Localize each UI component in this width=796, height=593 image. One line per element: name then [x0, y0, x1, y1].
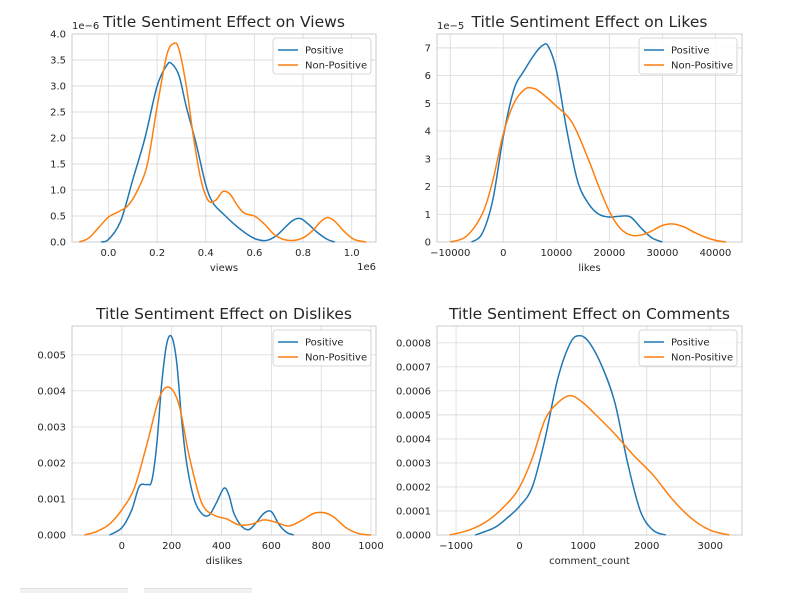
- plot-3-xtick-label: 600: [262, 541, 281, 552]
- plot-3-ytick-label: 0.004: [37, 386, 66, 397]
- plot-1-legend-label-non-positive: Non-Positive: [305, 61, 367, 72]
- plot-1-xtick-label: 0.0: [101, 248, 117, 259]
- plot-3-frame: [71, 325, 377, 536]
- plot-4-xlabel: comment_count: [549, 556, 630, 567]
- plot-2-ytick-label: 3: [425, 154, 431, 165]
- plot-1-xtick-label: 0.8: [295, 248, 311, 259]
- plot-2-ytick-label: 5: [425, 99, 431, 110]
- plot-2-xtick-label: 20000: [593, 248, 625, 259]
- plot-1-series-non-positive-line: [79, 42, 367, 243]
- plot-3-ytick-label: 0.003: [37, 422, 66, 433]
- plot-2-xtick-label: 40000: [700, 248, 732, 259]
- plot-1-frame: [71, 33, 377, 243]
- plot-2-xtick-label: 0: [500, 248, 506, 259]
- plot-2-ytick-label: 1: [425, 210, 431, 221]
- plot-3-ytick-label: 0.000: [37, 531, 66, 542]
- plot-4-legend-label-non-positive: Non-Positive: [671, 353, 733, 364]
- plot-2-frame: [436, 33, 743, 243]
- plot-2-ytick-label: 0: [425, 238, 431, 249]
- plot-4-xtick-label: 1000: [570, 541, 595, 552]
- plot-2-ytick-label: 2: [425, 182, 431, 193]
- plot-2-ytick-label: 6: [425, 71, 431, 82]
- plot-4-xtick-label: −1000: [439, 541, 473, 552]
- plot-3-series-non-positive-line: [84, 386, 372, 536]
- plot-1-x-multiplier: 1e6: [357, 262, 376, 273]
- plot-3-ytick-label: 0.001: [37, 494, 66, 505]
- plot-2-xtick-label: −10000: [430, 248, 470, 259]
- plot-2-series-non-positive-line: [450, 86, 727, 243]
- plot-1-ytick-label: 1.5: [50, 160, 66, 171]
- plot-4-series-non-positive-line: [449, 394, 730, 536]
- plot-1-ytick-label: 3.5: [50, 56, 66, 67]
- plot-3-legend-label-non-positive: Non-Positive: [305, 353, 367, 364]
- plot-4-ytick-label: 0.0005: [396, 410, 431, 421]
- plot-1-xlabel: views: [210, 263, 238, 274]
- plot-2-legend-label-non-positive: Non-Positive: [671, 61, 733, 72]
- plot-2-y-multiplier: 1e−5: [437, 21, 464, 32]
- plot-3-xlabel: dislikes: [206, 556, 243, 567]
- plot-3-xtick-label: 400: [212, 541, 231, 552]
- plot-4-xtick-label: 2000: [634, 541, 659, 552]
- plot-3-xtick-label: 0: [119, 541, 125, 552]
- plot-1-y-multiplier: 1e−6: [72, 21, 99, 32]
- plot-4-xtick-label: 0: [516, 541, 522, 552]
- plot-1-ytick-label: 0.0: [50, 238, 66, 249]
- plot-2-xtick-label: 30000: [647, 248, 679, 259]
- plot-1-legend-label-positive: Positive: [305, 46, 344, 57]
- plot-4-ytick-label: 0.0001: [396, 506, 431, 517]
- plot-2-ytick-label: 7: [425, 43, 431, 54]
- plot-2-xtick-label: 10000: [540, 248, 572, 259]
- plot-2-ytick-label: 4: [425, 127, 431, 138]
- plot-3-series-positive-line: [109, 334, 295, 536]
- plot-1-series-positive-line: [100, 61, 335, 243]
- plot-1-xtick-label: 0.6: [246, 248, 262, 259]
- plot-4-ytick-label: 0.0008: [396, 338, 431, 349]
- plot-2-legend-label-positive: Positive: [671, 46, 710, 57]
- plot-1-ytick-label: 4.0: [50, 30, 66, 41]
- plot-4-ytick-label: 0.0000: [396, 531, 431, 542]
- plot-4-legend-label-positive: Positive: [671, 338, 710, 349]
- scroll-strip-right: [144, 588, 252, 593]
- plot-3-xtick-label: 1000: [358, 541, 383, 552]
- plot-1-title: Title Sentiment Effect on Views: [102, 13, 345, 31]
- plot-2-xlabel: likes: [578, 263, 600, 274]
- plot-4-ytick-label: 0.0003: [396, 458, 431, 469]
- plot-4-ytick-label: 0.0006: [396, 386, 431, 397]
- plot-1-ytick-label: 0.5: [50, 212, 66, 223]
- plot-4-title: Title Sentiment Effect on Comments: [448, 305, 730, 323]
- plot-1-ytick-label: 3.0: [50, 82, 66, 93]
- plot-1-xtick-label: 0.2: [149, 248, 165, 259]
- plot-1-xtick-label: 0.4: [198, 248, 214, 259]
- plot-1-ytick-label: 2.5: [50, 108, 66, 119]
- plot-3-xtick-label: 200: [162, 541, 181, 552]
- plot-1-ytick-label: 1.0: [50, 186, 66, 197]
- plot-4-ytick-label: 0.0007: [396, 362, 431, 373]
- plot-4-xtick-label: 3000: [698, 541, 723, 552]
- plot-2-title: Title Sentiment Effect on Likes: [471, 13, 708, 31]
- scroll-strip-left: [20, 588, 128, 593]
- plot-4-series-positive-line: [474, 334, 667, 536]
- plot-3-title: Title Sentiment Effect on Dislikes: [95, 305, 352, 323]
- plot-3-legend-label-positive: Positive: [305, 338, 344, 349]
- plot-3-xtick-label: 800: [312, 541, 331, 552]
- plot-4-ytick-label: 0.0004: [396, 434, 431, 445]
- plot-1-xtick-label: 1.0: [344, 248, 360, 259]
- plot-4-ytick-label: 0.0002: [396, 482, 431, 493]
- plot-1-ytick-label: 2.0: [50, 134, 66, 145]
- plot-3-ytick-label: 0.002: [37, 458, 66, 469]
- plot-4-frame: [436, 325, 743, 536]
- plot-3-ytick-label: 0.005: [37, 350, 66, 361]
